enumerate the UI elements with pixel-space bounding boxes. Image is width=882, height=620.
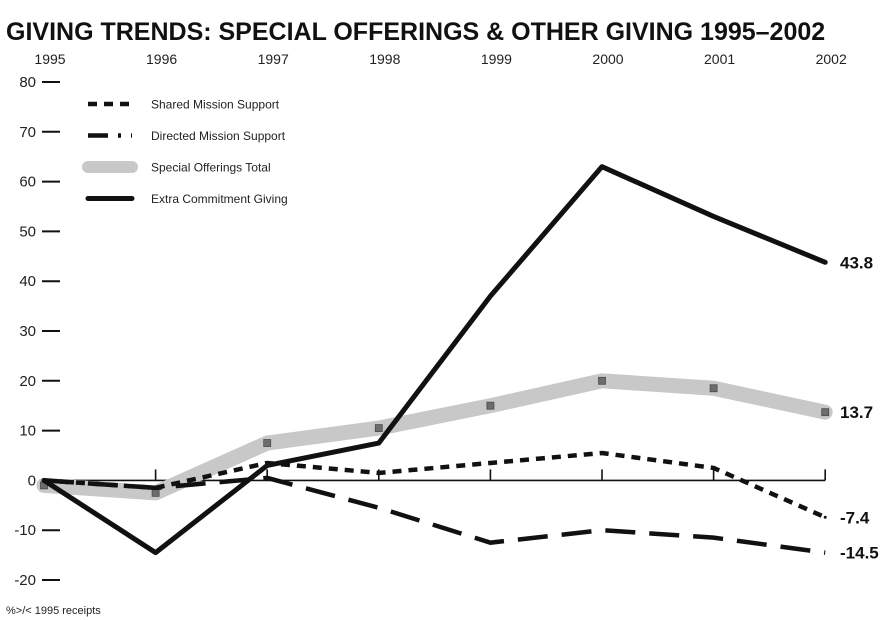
legend-item: Shared Mission Support <box>88 98 280 112</box>
legend-label: Directed Mission Support <box>151 129 286 143</box>
data-point-marker <box>151 488 160 497</box>
x-tick-label: 1997 <box>258 51 289 67</box>
legend-label: Special Offerings Total <box>151 161 271 175</box>
zero-baseline <box>44 469 827 482</box>
data-point-marker <box>821 408 830 417</box>
legend-item: Directed Mission Support <box>88 129 286 143</box>
end-label: 13.7 <box>840 403 873 422</box>
data-point <box>377 471 381 475</box>
legend-item: Extra Commitment Giving <box>85 192 288 206</box>
y-tick-label: 20 <box>19 373 36 390</box>
series-layer <box>36 164 833 556</box>
footnote: %>/< 1995 receipts <box>6 605 101 617</box>
x-tick-label: 1995 <box>34 51 65 67</box>
data-point <box>154 486 158 490</box>
series-line <box>41 164 828 556</box>
y-tick-label: 0 <box>28 472 36 489</box>
series-directed-mission-support <box>43 475 826 555</box>
series-line <box>43 475 826 555</box>
end-label: -7.4 <box>840 508 870 527</box>
y-tick-label: 10 <box>19 423 36 440</box>
series-shared-mission-support <box>42 450 827 520</box>
legend-label: Shared Mission Support <box>151 98 280 112</box>
x-tick-label: 1996 <box>146 51 177 67</box>
x-tick-label: 2002 <box>816 51 847 67</box>
end-label: 43.8 <box>840 253 873 272</box>
x-tick-labels: 1995 1996 1997 1998 1999 2000 2001 2002 <box>34 51 847 67</box>
y-tick-label: -20 <box>14 572 36 589</box>
x-tick-label: 2001 <box>704 51 735 67</box>
y-tick-label: -10 <box>14 522 36 539</box>
y-axis: 80 70 60 50 40 30 20 10 0 -10 -20 <box>14 74 60 589</box>
data-point-marker <box>598 376 606 385</box>
end-label: -14.5 <box>840 544 879 563</box>
legend: Shared Mission Support Directed Mission S… <box>82 98 288 206</box>
data-point <box>600 451 604 455</box>
y-tick-label: 60 <box>19 174 36 191</box>
series-extra-commitment-giving <box>41 164 828 556</box>
data-point-marker <box>709 384 718 393</box>
y-tick-label: 40 <box>19 273 36 290</box>
series-special-offerings-total <box>36 373 833 501</box>
y-tick-label: 70 <box>19 124 36 141</box>
y-tick-label: 50 <box>19 223 36 240</box>
data-point <box>712 466 716 470</box>
y-tick-label: 30 <box>19 323 36 340</box>
x-tick-label: 1998 <box>369 51 400 67</box>
y-tick-label: 80 <box>19 74 36 91</box>
x-tick-label: 1999 <box>481 51 512 67</box>
end-labels: -7.4 -14.5 13.7 43.8 <box>840 253 879 562</box>
chart-title: GIVING TRENDS: SPECIAL OFFERINGS & OTHER… <box>6 18 825 46</box>
data-point <box>823 515 827 519</box>
data-point-marker <box>486 401 495 410</box>
series-line <box>36 373 833 501</box>
data-point-marker <box>263 439 272 447</box>
data-point <box>488 461 492 465</box>
data-point-marker <box>374 424 383 433</box>
legend-label: Extra Commitment Giving <box>151 192 288 206</box>
series-line <box>43 450 827 520</box>
x-tick-label: 2000 <box>592 51 623 67</box>
legend-item: Special Offerings Total <box>82 161 271 175</box>
